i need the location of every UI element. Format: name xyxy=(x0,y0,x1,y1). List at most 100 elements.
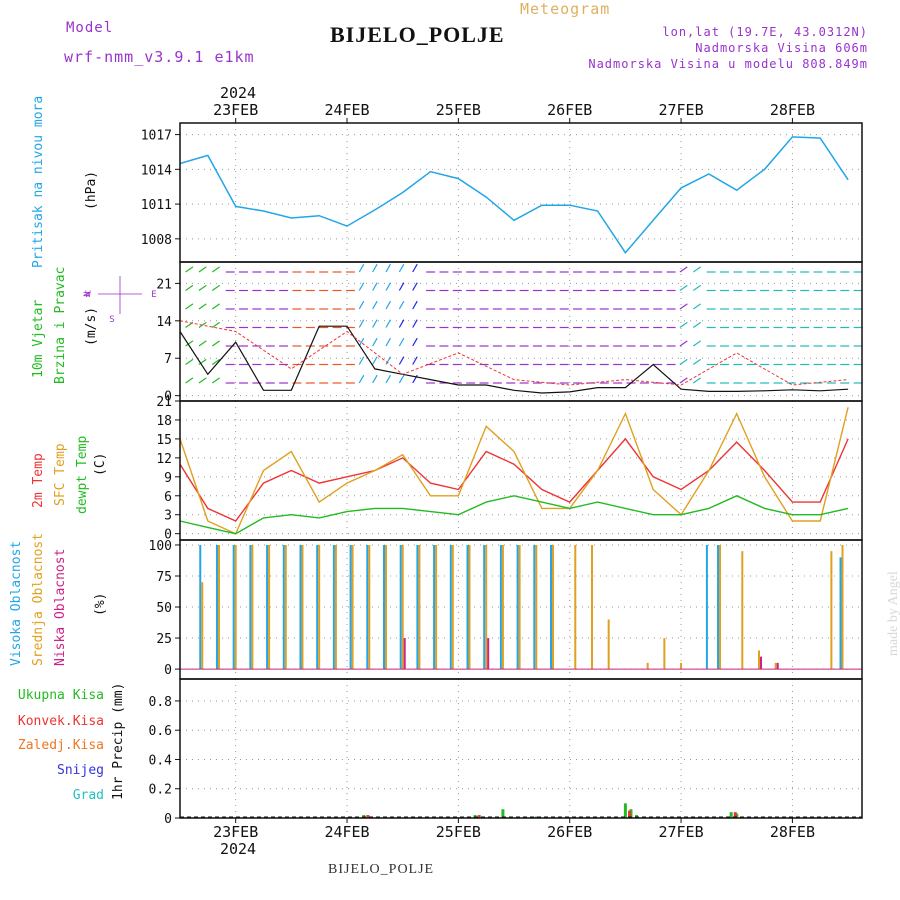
wind-arrow xyxy=(398,282,405,291)
precip-convective-bar xyxy=(733,812,737,818)
cloud-high-bar xyxy=(483,544,486,670)
model-elevation: Nadmorska Visina u modelu 808.849m xyxy=(588,57,868,71)
cloud-high-bar xyxy=(433,544,436,670)
cloud-mid-bar xyxy=(234,544,237,670)
model-name: wrf-nmm_v3.9.1 e1km xyxy=(64,48,255,66)
top-date-label: 24FEB xyxy=(324,101,369,119)
cloud-mid-bar xyxy=(334,544,337,670)
wind-arrow xyxy=(211,303,221,310)
bottom-date-label: 27FEB xyxy=(658,823,703,841)
product-title: Meteogram xyxy=(520,0,611,18)
cloud-low-bar xyxy=(760,656,763,670)
cloud-mid-bar xyxy=(217,544,220,670)
bottom-year-label: 2024 xyxy=(220,840,256,858)
cloud-tick-label: 50 xyxy=(156,601,172,616)
cloud-high-bar xyxy=(232,544,235,670)
wind-arrow xyxy=(679,266,688,273)
cloud-mid-bar xyxy=(435,544,438,670)
precip-tick-label: 0 xyxy=(164,812,172,827)
wind-arrow xyxy=(358,263,365,273)
cloud-high-bar xyxy=(366,544,369,670)
pressure-tick-label: 1011 xyxy=(141,198,172,213)
wind-frame xyxy=(179,261,863,402)
model-label: Model xyxy=(66,20,114,36)
cloud-high-bar xyxy=(349,544,352,670)
wind-arrow xyxy=(358,282,365,291)
wind-arrow xyxy=(679,303,688,310)
cloud-tick-label: 25 xyxy=(156,632,172,647)
cloud-high-bar xyxy=(249,544,252,670)
cloud-high-bar xyxy=(266,544,269,670)
cloud-high-bar xyxy=(550,544,553,670)
cloud-tick-label: 100 xyxy=(149,539,172,554)
cloud-mid-bar xyxy=(201,582,204,670)
cloud-mid-bar xyxy=(468,544,471,670)
wind-arrow xyxy=(398,263,405,273)
wind-arrow xyxy=(211,358,221,365)
precip-legend-snow: Snijeg xyxy=(57,763,104,778)
precip-total-bar xyxy=(729,812,733,818)
cloud-tick-label: 0 xyxy=(164,663,172,678)
cloud-high-bar xyxy=(282,544,285,670)
temp-title-2: SFC Temp xyxy=(53,443,68,506)
precip-total-bar xyxy=(623,803,627,818)
pressure-line xyxy=(179,136,849,254)
wind-arrow xyxy=(185,303,194,310)
temp-tick-label: 12 xyxy=(156,452,172,467)
top-date-label: 23FEB xyxy=(213,101,258,119)
cloud-high-bar xyxy=(332,544,335,670)
cloud-mid-bar xyxy=(646,662,649,670)
wind-arrow xyxy=(679,340,688,347)
temp-tick-label: 0 xyxy=(164,528,172,543)
cloud-mid-bar xyxy=(574,544,577,670)
wind-arrow xyxy=(679,321,688,328)
wind-arrow xyxy=(679,284,688,291)
precip-frame xyxy=(179,678,863,819)
wind-arrow xyxy=(412,282,418,291)
cloud-high-bar xyxy=(215,544,218,670)
pressure-frame xyxy=(179,122,863,263)
wind-arrow xyxy=(211,340,221,347)
cloud-mid-bar xyxy=(268,544,271,670)
precip-convective-bar xyxy=(477,815,481,818)
wind-tick-label: 0 xyxy=(164,390,172,405)
station-title: BIJELO_POLJE xyxy=(330,22,505,47)
cloud-low-bar xyxy=(487,638,490,670)
cloud-mid-bar xyxy=(758,650,761,670)
wind-arrow xyxy=(358,374,365,384)
temp-2m-line xyxy=(179,437,849,522)
wind-arrow xyxy=(211,284,221,291)
wind-arrow xyxy=(692,340,702,347)
cloud-mid-bar xyxy=(251,544,254,670)
pressure-tick-label: 1014 xyxy=(141,163,172,178)
wind-title-1: 10m Vjetar xyxy=(31,300,46,378)
wind-arrow xyxy=(398,356,405,365)
wind-arrow xyxy=(385,374,392,384)
wind-arrow xyxy=(185,284,194,291)
cloud-unit: (%) xyxy=(93,593,108,616)
wind-tick-label: 7 xyxy=(164,352,172,367)
temp-tick-label: 6 xyxy=(164,490,172,505)
wind-arrow xyxy=(679,358,688,365)
temp-unit: (C) xyxy=(93,453,108,476)
wind-arrow xyxy=(211,377,221,384)
top-date-label: 26FEB xyxy=(547,101,592,119)
cloud-mid-bar xyxy=(518,544,521,670)
cloud-mid-bar xyxy=(418,544,421,670)
wind-arrow xyxy=(372,263,378,273)
cloud-mid-bar xyxy=(607,619,610,670)
cloud-mid-bar xyxy=(680,662,683,670)
compass-rose: N W E S xyxy=(83,276,157,325)
wind-arrow xyxy=(398,374,405,384)
wind-arrow xyxy=(385,300,392,310)
compass-n: N xyxy=(83,291,93,296)
top-date-label: 25FEB xyxy=(436,101,481,119)
bottom-date-label: 24FEB xyxy=(324,823,369,841)
bottom-date-label: 28FEB xyxy=(770,823,815,841)
wind-arrow xyxy=(412,356,418,365)
wind-speed-line xyxy=(179,325,849,394)
wind-arrow xyxy=(358,319,365,328)
cloud-mid-bar xyxy=(351,544,354,670)
cloud-high-bar xyxy=(499,544,502,670)
precip-convective-bar xyxy=(366,815,370,818)
